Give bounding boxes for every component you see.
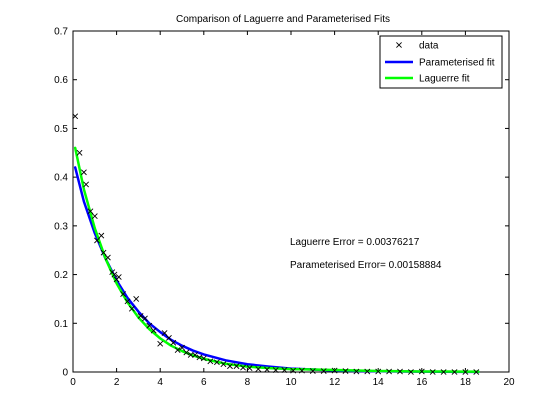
data-point (157, 340, 164, 347)
data-point (83, 181, 89, 188)
data-point (192, 352, 198, 358)
x-tick-label: 2 (114, 377, 120, 388)
data-point (462, 369, 469, 375)
x-tick-label: 6 (201, 377, 207, 388)
y-tick-label: 0.3 (54, 221, 68, 232)
legend-label: Laguerre fit (419, 74, 470, 85)
data-point (166, 334, 172, 341)
annotation-parameterised-error: Parameterised Error= 0.00158884 (290, 260, 442, 271)
data-point (255, 366, 262, 372)
data-point (407, 369, 414, 375)
data-point (142, 315, 148, 322)
y-tick-label: 0.1 (54, 319, 68, 330)
data-point (281, 367, 288, 373)
x-tick-label: 8 (245, 377, 251, 388)
laguerre-fit-line (73, 146, 480, 373)
x-axis: 0 2 4 6 8 10 12 14 16 18 20 (70, 31, 515, 388)
data-point (200, 355, 207, 362)
series-layer (72, 113, 480, 375)
x-tick-label: 4 (157, 377, 163, 388)
legend-label: data (419, 41, 439, 52)
x-tick-label: 0 (70, 377, 76, 388)
data-point (146, 322, 153, 329)
y-tick-label: 0 (62, 368, 68, 379)
data-point (397, 368, 403, 375)
data-point (128, 305, 135, 312)
data-point (264, 366, 270, 373)
data-point (94, 237, 100, 244)
data-point (473, 369, 480, 375)
x-tick-label: 20 (503, 377, 515, 388)
data-point (183, 349, 190, 356)
data-point (104, 254, 111, 261)
data-point (111, 271, 118, 278)
data-point (240, 364, 246, 371)
y-tick-label: 0.6 (54, 75, 68, 86)
data-point (76, 149, 83, 156)
data-point (353, 368, 360, 375)
data-point (272, 367, 279, 373)
x-tick-label: 18 (460, 377, 472, 388)
data-point (72, 113, 79, 120)
legend-item: Parameterised fit (385, 58, 495, 69)
data-point (98, 232, 105, 239)
data-point (309, 368, 316, 374)
data-point (375, 368, 382, 375)
data-point (213, 359, 220, 366)
data-point (298, 367, 305, 374)
data-point (196, 354, 203, 361)
data-point (429, 369, 436, 375)
y-tick-label: 0.2 (54, 270, 68, 281)
data-point (320, 368, 327, 374)
data-point (246, 365, 253, 372)
legend-item: Laguerre fit (385, 74, 470, 85)
data-point (170, 339, 177, 346)
legend: data Parameterised fit Laguerre fit (379, 35, 503, 89)
data-point (233, 363, 240, 370)
data-point (290, 367, 297, 374)
data-point (137, 313, 144, 319)
x-tick-label: 10 (285, 377, 297, 388)
data-point (220, 361, 227, 368)
x-tick-label: 12 (329, 377, 341, 388)
data-point (451, 369, 458, 375)
data-point (120, 291, 127, 297)
data-point (115, 274, 122, 280)
legend-marker (396, 42, 402, 48)
legend-item: data (396, 41, 439, 52)
y-tick-label: 0.5 (54, 124, 68, 135)
data-point (87, 208, 94, 215)
data-point (386, 368, 393, 375)
data-point (331, 367, 338, 374)
data-point (207, 358, 214, 365)
y-tick-label: 0.4 (54, 173, 68, 184)
data-point (187, 352, 194, 358)
data-point (133, 296, 140, 302)
data-point (100, 249, 107, 256)
data-point (440, 369, 447, 375)
data-point (227, 363, 233, 370)
annotation-laguerre-error: Laguerre Error = 0.00376217 (290, 237, 420, 248)
x-tick-label: 14 (373, 377, 385, 388)
data-point (342, 368, 349, 374)
x-tick-label: 16 (416, 377, 428, 388)
y-axis: 0 0.1 0.2 0.3 0.4 0.5 0.6 0.7 (54, 27, 509, 379)
chart-title: Comparison of Laguerre and Parameterised… (176, 14, 390, 25)
data-point (161, 330, 168, 336)
legend-label: Parameterised fit (419, 58, 495, 69)
y-tick-label: 0.7 (54, 27, 68, 38)
data-point (174, 347, 181, 353)
data-point (124, 298, 131, 305)
data-point (80, 169, 87, 176)
data-point (150, 327, 157, 334)
data-point (364, 368, 371, 375)
data-point (418, 368, 425, 375)
data-point (91, 213, 98, 220)
data-point (179, 344, 185, 351)
